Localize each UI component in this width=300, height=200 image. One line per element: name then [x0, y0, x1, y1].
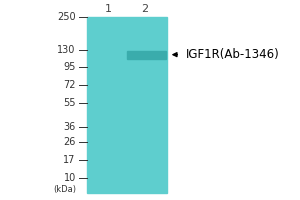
Text: 26: 26 [63, 137, 76, 147]
Bar [87, 17, 167, 193]
Text: 2: 2 [141, 4, 148, 14]
Text: 17: 17 [63, 155, 76, 165]
Text: 1: 1 [105, 4, 112, 14]
Text: 72: 72 [63, 80, 76, 90]
Text: 55: 55 [63, 98, 76, 108]
Text: IGF1R(Ab-1346): IGF1R(Ab-1346) [186, 48, 280, 61]
Text: 36: 36 [64, 122, 76, 132]
Text: 10: 10 [64, 173, 76, 183]
Text: 250: 250 [57, 12, 76, 22]
Text: (kDa): (kDa) [53, 185, 76, 194]
Text: 130: 130 [57, 45, 76, 55]
Bar [127, 51, 166, 59]
Text: 95: 95 [63, 62, 76, 72]
